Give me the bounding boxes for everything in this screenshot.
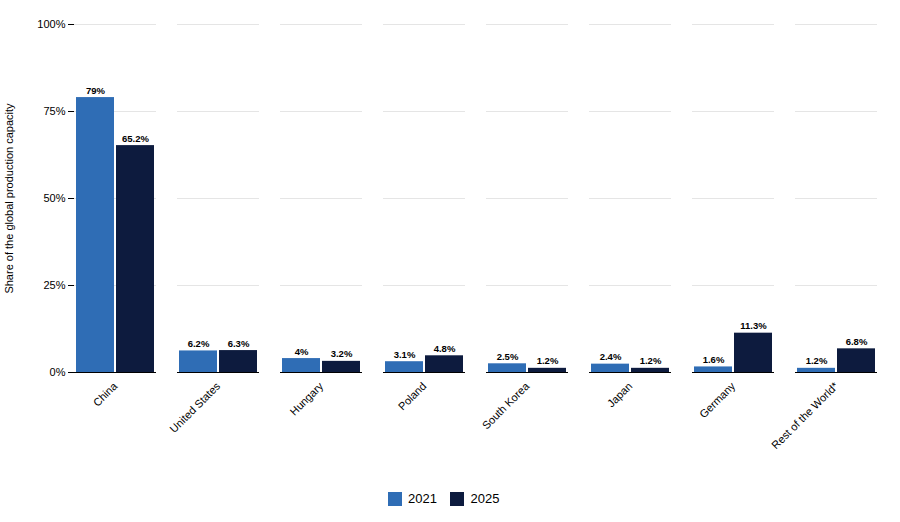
- svg-text:6.3%: 6.3%: [228, 338, 250, 349]
- svg-text:50%: 50%: [43, 192, 65, 204]
- svg-text:Japan: Japan: [605, 380, 635, 410]
- svg-text:3.2%: 3.2%: [331, 348, 353, 359]
- svg-text:China: China: [91, 379, 120, 408]
- svg-text:6.2%: 6.2%: [188, 338, 210, 349]
- svg-text:65.2%: 65.2%: [122, 133, 149, 144]
- svg-text:Hungary: Hungary: [288, 379, 326, 417]
- svg-text:South Korea: South Korea: [480, 379, 532, 431]
- svg-text:6.8%: 6.8%: [846, 336, 868, 347]
- svg-text:United States: United States: [167, 379, 223, 435]
- svg-text:1.6%: 1.6%: [703, 354, 725, 365]
- svg-text:75%: 75%: [43, 105, 65, 117]
- svg-text:4%: 4%: [295, 346, 309, 357]
- svg-text:79%: 79%: [86, 85, 106, 96]
- svg-text:Rest of the World*: Rest of the World*: [769, 379, 841, 451]
- html-text:2021: 2021: [408, 491, 437, 506]
- svg-text:2.5%: 2.5%: [497, 351, 519, 362]
- svg-text:1.2%: 1.2%: [640, 355, 662, 366]
- html-text:2025: 2025: [470, 491, 500, 506]
- svg-text:0%: 0%: [50, 366, 66, 378]
- svg-text:1.2%: 1.2%: [537, 355, 559, 366]
- svg-text:Share of the global production: Share of the global production capacity: [3, 103, 15, 294]
- svg-text:4.8%: 4.8%: [434, 343, 456, 354]
- svg-text:11.3%: 11.3%: [740, 320, 767, 331]
- svg-text:3.1%: 3.1%: [394, 349, 416, 360]
- svg-text:1.2%: 1.2%: [806, 355, 828, 366]
- svg-text:2.4%: 2.4%: [600, 351, 622, 362]
- svg-text:25%: 25%: [43, 279, 65, 291]
- svg-text:Poland: Poland: [396, 380, 429, 413]
- svg-text:Germany: Germany: [697, 379, 738, 420]
- svg-text:100%: 100%: [37, 18, 65, 30]
